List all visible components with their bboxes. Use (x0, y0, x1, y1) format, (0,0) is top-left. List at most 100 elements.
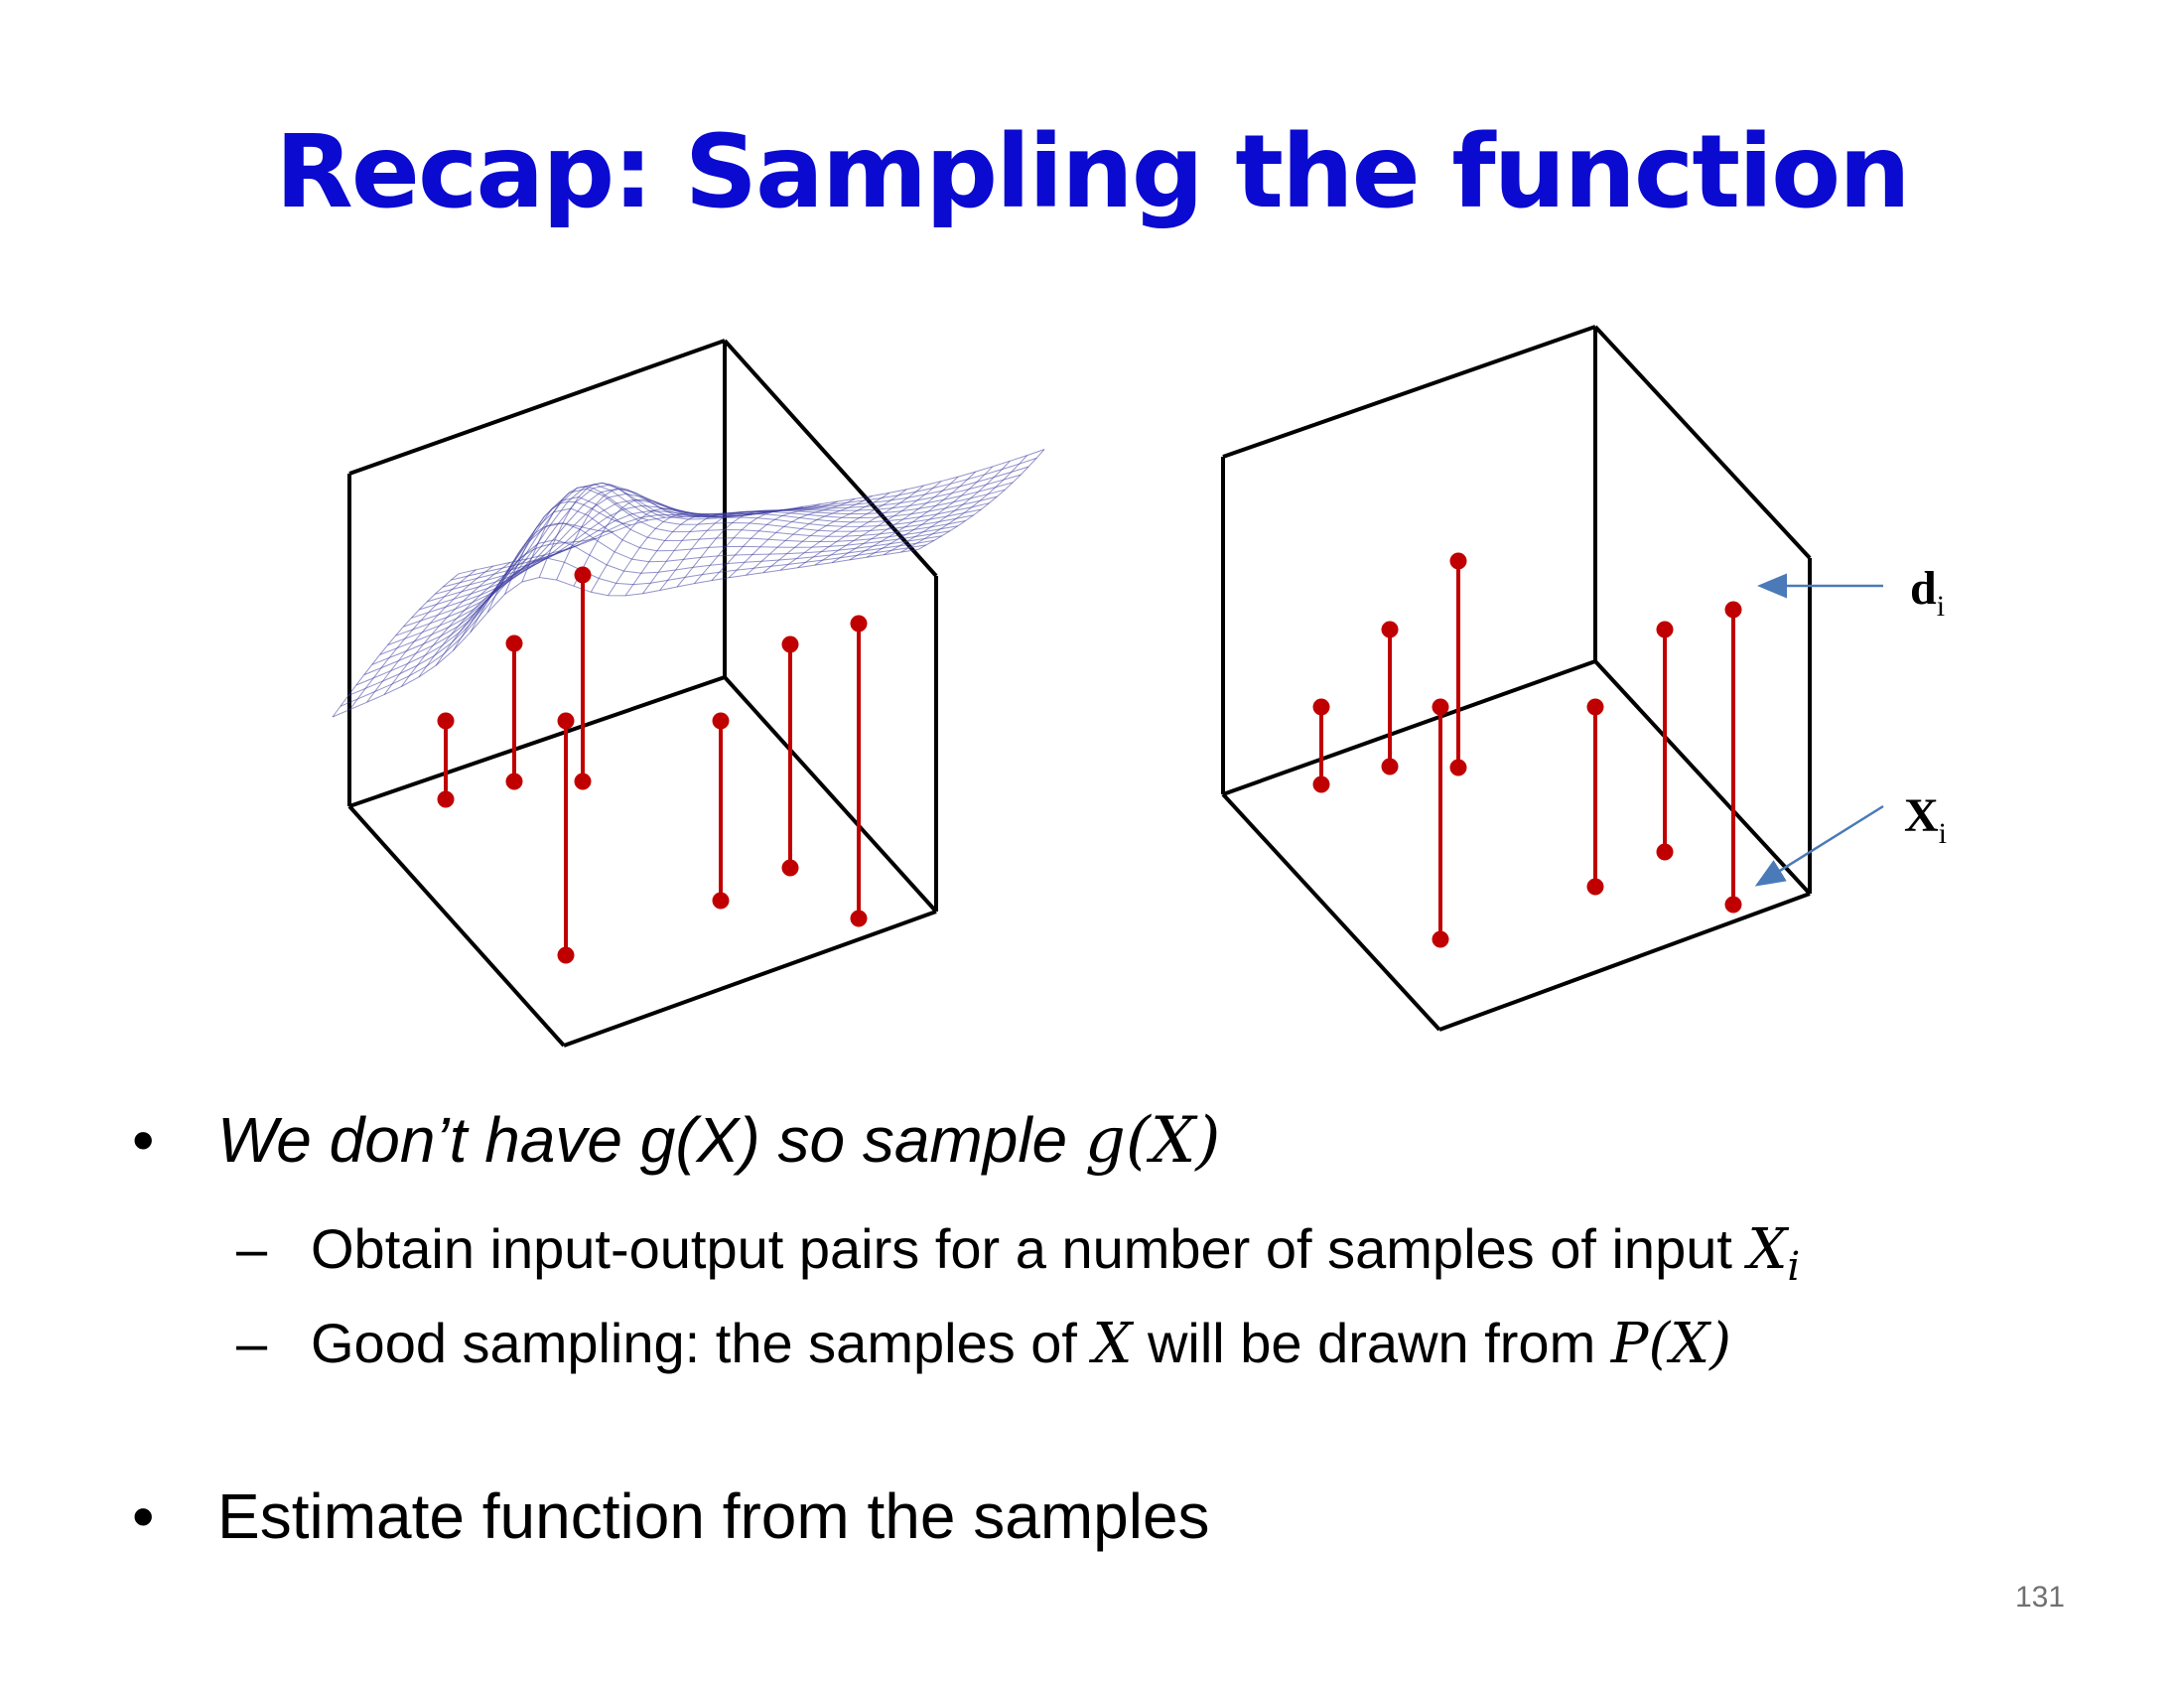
surface-mesh-line (814, 481, 942, 566)
surface-mesh-line (866, 466, 994, 558)
output-point (1432, 698, 1449, 716)
surface-mesh-line (624, 513, 752, 597)
surface-mesh-line (418, 554, 546, 678)
surface-mesh-line (849, 471, 976, 561)
output-point (1449, 552, 1467, 570)
surface-mesh-line (728, 497, 856, 579)
sample-stem-group (1381, 621, 1399, 775)
surface-mesh-line (884, 460, 1011, 556)
surface-mesh-line (486, 522, 614, 614)
left-samples (437, 566, 868, 964)
sample-stem-group (1724, 601, 1742, 914)
surface-mesh-line (363, 507, 950, 676)
sample-stem-group (437, 712, 455, 808)
output-point (1724, 601, 1742, 619)
surface-mesh-line (383, 561, 511, 695)
input-point (1449, 759, 1467, 776)
sample-stem-group (1312, 698, 1330, 793)
input-point (574, 773, 592, 790)
surface-mesh-line (917, 449, 1045, 550)
sub-bullet-2: – Good sampling: the samples of X will be… (236, 1311, 1731, 1376)
sub-1-text: Obtain input-output pairs for a number o… (311, 1217, 1748, 1280)
sample-stem-group (574, 566, 592, 790)
right-box (1221, 325, 1812, 1032)
bullet-symbol: • (132, 1104, 155, 1176)
surface-mesh-line (470, 537, 597, 633)
output-point (1586, 698, 1604, 716)
bullet-1: • We don’t have g(X) so sample g(X) (132, 1103, 1220, 1178)
input-point (712, 892, 730, 910)
input-point (505, 773, 523, 790)
sample-stem-group (712, 712, 730, 910)
surface-mesh-line (347, 539, 934, 697)
label-d-sub: i (1937, 590, 1945, 623)
input-point (437, 790, 455, 808)
output-point (1312, 698, 1330, 716)
label-x-base: X (1904, 789, 1939, 842)
sub-2-math-b: P(X) (1610, 1312, 1732, 1376)
bullet-1-math: g(X) (1084, 1104, 1221, 1178)
output-point (557, 712, 575, 730)
surface-mesh-line (442, 466, 1029, 588)
surface-mesh-line (831, 476, 959, 564)
input-point (1724, 896, 1742, 914)
sample-stem-group (850, 615, 868, 927)
input-point (1312, 775, 1330, 793)
output-point (574, 566, 592, 584)
output-point (712, 712, 730, 730)
surface-mesh-line (762, 492, 890, 574)
right-samples (1312, 552, 1742, 948)
input-point (1432, 930, 1449, 948)
sub-bullet-1: – Obtain input-output pairs for a number … (236, 1216, 1800, 1290)
output-point (1381, 621, 1399, 638)
surface-mesh-line (694, 503, 821, 584)
surface-mesh-line (590, 507, 718, 593)
surface-mesh-line (659, 508, 786, 591)
label-x: Xi (1904, 789, 1947, 850)
surface-mesh-line (779, 489, 907, 571)
input-point (557, 946, 575, 964)
bullet-2-text: Estimate function from the samples (217, 1480, 1210, 1552)
left-box (347, 339, 938, 1048)
page-number: 131 (2014, 1581, 2065, 1614)
surface-mesh-line (348, 569, 477, 710)
sub-2-text-b: will be drawn from (1132, 1312, 1611, 1374)
slide-title: Recap: Sampling the function (275, 113, 1911, 231)
output-point (437, 712, 455, 730)
surface-mesh-line (608, 512, 735, 596)
input-point (1656, 843, 1674, 861)
surface-mesh-line (746, 495, 873, 576)
surface-mesh-line (366, 565, 493, 703)
label-d: di (1910, 562, 1945, 623)
input-point (781, 859, 799, 877)
sample-stem-group (1449, 552, 1467, 776)
sample-stem-group (1656, 621, 1674, 861)
arrow-x (1754, 804, 1884, 887)
surface-mesh-line (538, 482, 666, 578)
sub-2-text-a: Good sampling: the samples of (311, 1312, 1093, 1374)
input-point (1586, 878, 1604, 896)
surface-mesh-line (711, 500, 838, 581)
sub-2-math-a: X (1092, 1312, 1133, 1376)
function-surface (332, 449, 1045, 718)
label-x-sub: i (1939, 817, 1947, 850)
sample-stem-group (1432, 698, 1449, 948)
sample-stem-group (505, 634, 523, 790)
bullet-1-text: We don’t have g(X) so sample (217, 1104, 1085, 1176)
output-point (781, 635, 799, 653)
output-point (850, 615, 868, 633)
surface-mesh-line (797, 485, 924, 569)
surface-mesh-line (900, 455, 1027, 553)
surface-mesh-line (332, 573, 460, 718)
output-point (505, 634, 523, 652)
surface-mesh-line (355, 522, 942, 686)
sub-1-math-sub: i (1787, 1244, 1801, 1291)
label-d-base: d (1910, 562, 1937, 615)
sample-stem-group (781, 635, 799, 877)
input-point (1381, 758, 1399, 775)
output-point (1656, 621, 1674, 638)
surface-mesh-line (521, 486, 649, 583)
dash-symbol: – (236, 1217, 268, 1280)
